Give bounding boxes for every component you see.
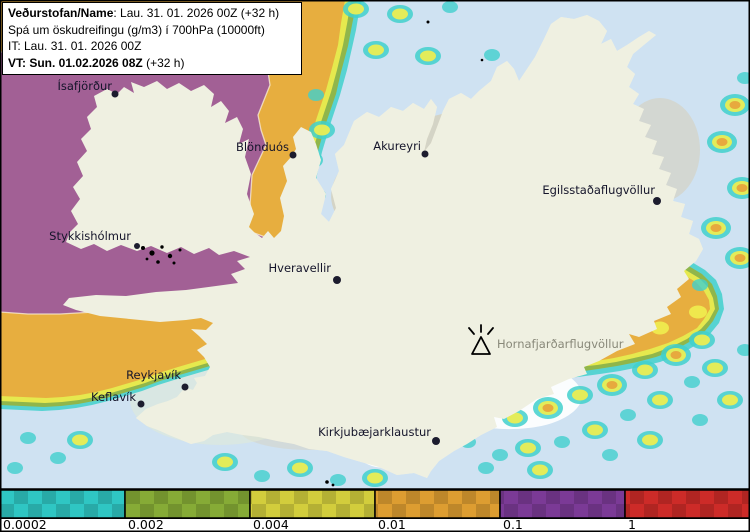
town-label: Blönduós (236, 140, 289, 154)
info-line-4: VT: Sun. 01.02.2026 08Z (+32 h) (8, 55, 296, 72)
town-label: Hveravellir (269, 261, 332, 275)
town-label: Akureyri (373, 139, 421, 153)
town-label: Ísafjörður (58, 78, 113, 93)
legend-labels: 0.0002 0.002 0.004 0.01 0.1 1 (3, 517, 636, 532)
legend-swatch (249, 489, 376, 519)
info-line-4-rest: (+32 h) (142, 55, 185, 70)
islands (141, 20, 484, 487)
legend-label: 0.002 (128, 517, 164, 532)
legend-label: 1 (628, 517, 636, 532)
towns: Ísafjörður Blönduós Akureyri Egilsstaðaf… (49, 78, 661, 445)
legend-label: 0.01 (378, 517, 406, 532)
info-line-3: IT: Lau. 31. 01. 2026 00Z (8, 39, 142, 53)
town-keflavik: Keflavík (91, 390, 145, 408)
legend-swatch (374, 489, 501, 519)
town-stykkisholmur: Stykkishólmur (49, 229, 140, 249)
info-line-1-rest: : Lau. 31. 01. 2026 00Z (+32 h) (113, 6, 280, 20)
info-line-2: Spá um öskudreifingu (g/m3) í 700hPa (10… (8, 22, 265, 37)
town-dot (181, 383, 189, 391)
legend-cells (0, 489, 750, 519)
legend-swatch (0, 489, 126, 519)
town-dot (432, 437, 440, 445)
town-dot (421, 150, 429, 158)
legend-label: 0.1 (503, 517, 523, 532)
legend-swatch (124, 489, 251, 519)
town-label: Stykkishólmur (49, 229, 131, 243)
legend: 0.0002 0.002 0.004 0.01 0.1 1 (0, 488, 750, 532)
town-reykjavik: Reykjavík (126, 368, 189, 391)
town-dot (653, 197, 661, 205)
info-line-1: Veðurstofan/Name: Lau. 31. 01. 2026 00Z … (8, 5, 296, 22)
town-dot (134, 243, 140, 249)
town-egilsstadir-airport: Egilsstaðaflugvöllur (542, 183, 661, 205)
town-hornafjordur-airport: Hornafjarðarflugvöllur (497, 337, 624, 351)
town-isafjordur: Ísafjörður (58, 78, 119, 98)
legend-swatch (499, 489, 626, 519)
town-blonduos: Blönduós (236, 140, 297, 159)
legend-label: 0.0002 (3, 517, 47, 532)
town-dot (111, 90, 119, 98)
town-kirkjubaejarklaustur: Kirkjubæjarklaustur (318, 425, 440, 445)
town-akureyri: Akureyri (373, 139, 429, 158)
town-label: Keflavík (91, 390, 136, 404)
info-source-label: Veðurstofan/Name (8, 6, 114, 20)
town-label: Hornafjarðarflugvöllur (497, 337, 624, 351)
town-label: Reykjavík (126, 368, 181, 382)
town-label: Egilsstaðaflugvöllur (542, 183, 655, 197)
legend-label: 0.004 (253, 517, 289, 532)
info-valid-time: VT: Sun. 01.02.2026 08Z (8, 55, 143, 70)
town-dot (333, 276, 341, 284)
town-hveravellir: Hveravellir (269, 261, 341, 284)
forecast-info-box: Veðurstofan/Name: Lau. 31. 01. 2026 00Z … (2, 2, 302, 75)
volcano-icon (468, 324, 494, 355)
town-label: Kirkjubæjarklaustur (318, 425, 431, 439)
town-dot (137, 400, 145, 408)
town-dot (289, 151, 297, 159)
legend-swatch (624, 489, 750, 519)
